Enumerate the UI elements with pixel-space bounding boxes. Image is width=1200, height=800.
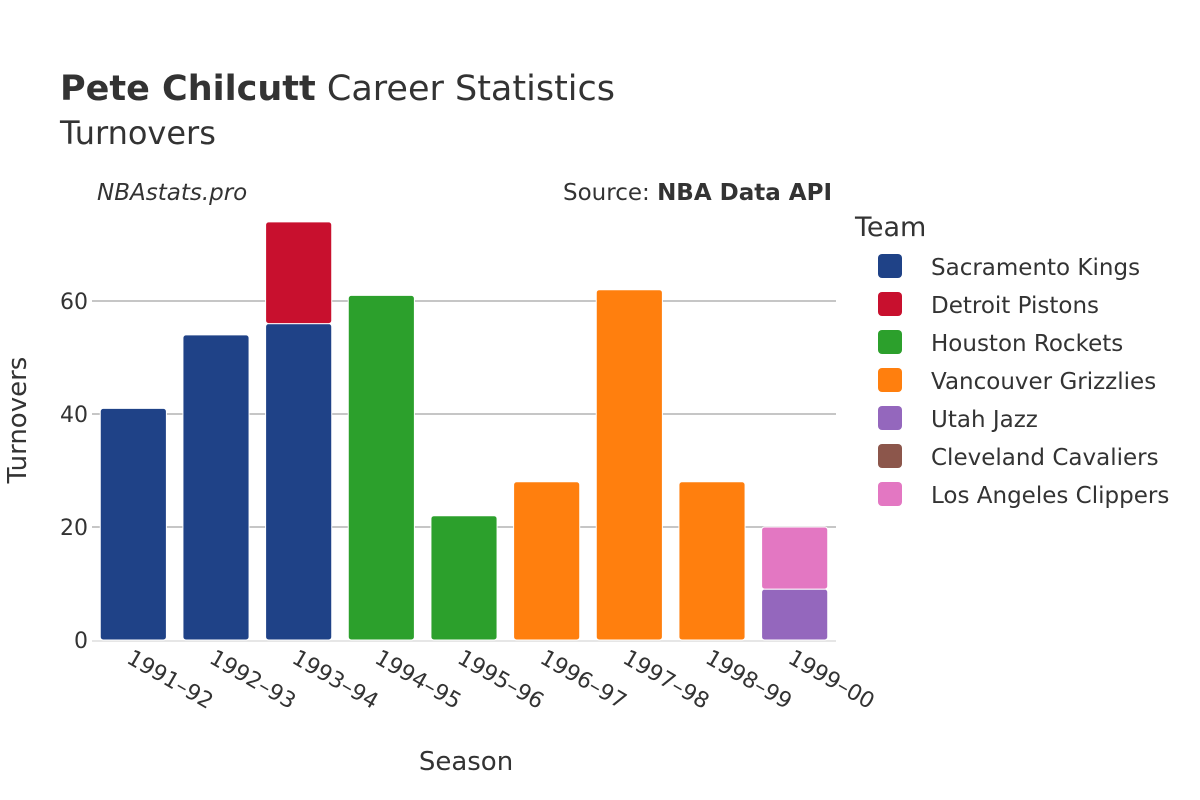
y-axis-label: Turnovers (3, 357, 33, 485)
x-tick-label: 1994–95 (370, 646, 465, 715)
source-name: NBA Data API (657, 180, 832, 206)
chart-title: Pete Chilcutt Career Statistics (60, 69, 615, 109)
legend-swatch (878, 292, 902, 316)
bar-segment (430, 515, 498, 641)
chart-title-rest: Career Statistics (316, 69, 615, 109)
legend-item-label: Sacramento Kings (931, 255, 1140, 281)
bar-group (99, 221, 829, 641)
bar-segment (347, 294, 415, 641)
bar-segment (265, 221, 333, 325)
legend-item-label: Vancouver Grizzlies (931, 369, 1156, 395)
x-tick-label: 1998–99 (701, 646, 796, 715)
legend-item-label: Los Angeles Clippers (931, 483, 1169, 509)
x-tick-label: 1991–92 (122, 646, 217, 715)
bar-segment (595, 289, 663, 641)
bar-segment (513, 481, 581, 641)
bar-segment (265, 323, 333, 641)
legend-swatch (878, 254, 902, 278)
x-tick-label: 1993–94 (288, 646, 383, 715)
x-tick-label: 1997–98 (618, 646, 713, 715)
legend-title: Team (854, 212, 926, 243)
bar-segment (99, 407, 167, 641)
watermark-text: NBAstats.pro (97, 180, 247, 206)
x-tick-label: 1992–93 (205, 646, 300, 715)
x-axis-label: Season (419, 747, 513, 777)
legend-swatch (878, 406, 902, 430)
bar-segment (761, 588, 829, 641)
y-tick-label: 40 (60, 403, 88, 428)
y-tick-labels: 0 20 40 60 (60, 290, 88, 654)
legend-item-label: Cleveland Cavaliers (931, 445, 1159, 471)
chart-subtitle: Turnovers (59, 114, 216, 152)
legend-item-label: Detroit Pistons (931, 293, 1099, 319)
y-tick-label: 0 (74, 629, 88, 654)
legend-swatch (878, 330, 902, 354)
chart-title-player: Pete Chilcutt (60, 69, 316, 109)
x-tick-label: 1995–96 (453, 646, 548, 715)
bar-segment (678, 481, 746, 641)
source-prefix: Source: (563, 180, 657, 206)
bar-segment (761, 526, 829, 590)
x-tick-label: 1999–00 (784, 646, 879, 715)
y-tick-label: 60 (60, 290, 88, 315)
x-tick-label: 1996–97 (536, 646, 631, 715)
legend-swatch (878, 444, 902, 468)
legend-item-label: Utah Jazz (931, 407, 1038, 433)
source-text: Source: NBA Data API (563, 180, 832, 206)
legend-item-label: Houston Rockets (931, 331, 1123, 357)
y-tick-label: 20 (60, 516, 88, 541)
x-tick-labels: 1991–921992–931993–941994–951995–961996–… (122, 646, 878, 715)
legend-swatch (878, 482, 902, 506)
bar-segment (182, 334, 250, 641)
legend-swatch (878, 368, 902, 392)
legend: Sacramento Kings Detroit Pistons Houston R… (878, 254, 1169, 509)
